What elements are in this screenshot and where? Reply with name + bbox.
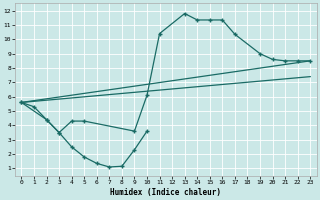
X-axis label: Humidex (Indice chaleur): Humidex (Indice chaleur) [110, 188, 221, 197]
